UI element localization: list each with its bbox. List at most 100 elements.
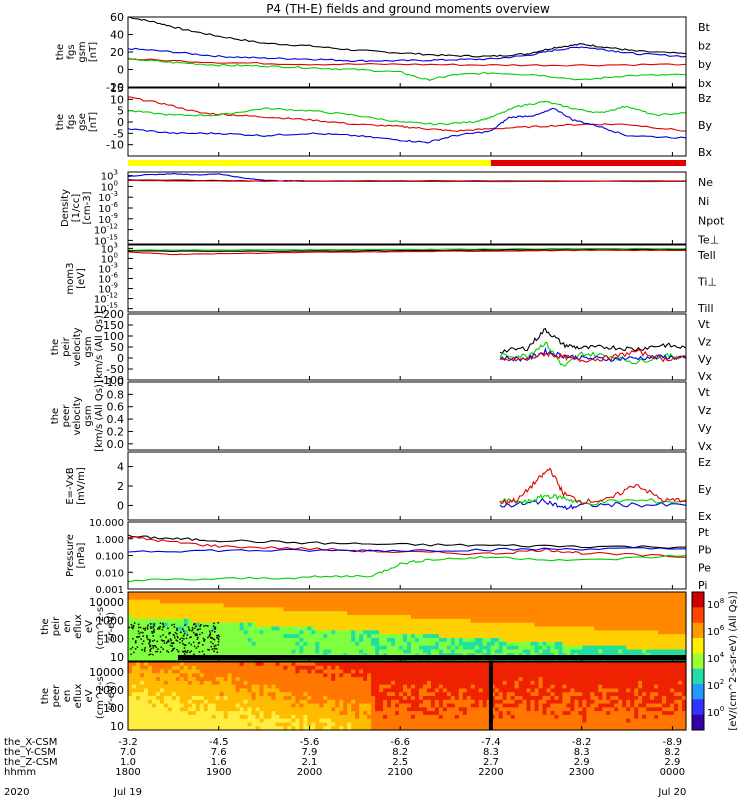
spectrogram-cell: [199, 611, 205, 616]
spectrogram-cell: [255, 714, 261, 720]
spectrogram-cell: [446, 696, 452, 701]
series-line-bx: [127, 46, 687, 63]
spectrogram-cell: [171, 649, 177, 654]
spectrogram-cell: [502, 680, 508, 686]
spectrogram-cell: [438, 718, 444, 724]
spectrogram-gap: [201, 650, 204, 653]
spectrogram-gap: [196, 634, 198, 637]
spectrogram-cell: [438, 611, 444, 616]
spectrogram-gap: [151, 632, 154, 634]
spectrogram-cell: [422, 669, 428, 674]
spectrogram-cell: [594, 618, 599, 624]
spectrogram-cell: [339, 726, 344, 731]
spectrogram-cell: [442, 645, 448, 651]
spectrogram-cell: [275, 677, 281, 682]
spectrogram-cell: [155, 684, 161, 690]
spectrogram-cell: [331, 684, 336, 690]
spectrogram-cell: [458, 703, 464, 708]
spectrogram-cell: [183, 622, 189, 628]
spectrogram-gap: [191, 629, 193, 632]
legend-entry: Pt: [698, 526, 710, 539]
spectrogram-cell: [662, 611, 667, 616]
spectrogram-cell: [227, 673, 233, 678]
spectrogram-cell: [259, 634, 265, 639]
spectrogram-cell: [478, 703, 484, 708]
spectrogram-cell: [128, 688, 133, 693]
spectrogram-gap: [176, 627, 178, 630]
spectrogram-cell: [155, 634, 161, 639]
spectrogram-gap: [157, 626, 160, 629]
spectrogram-cell: [215, 680, 221, 686]
spectrogram-cell: [642, 592, 647, 597]
spectrogram-cell: [299, 707, 304, 712]
spectrogram-cell: [426, 607, 432, 612]
spectrogram-cell: [367, 599, 372, 605]
spectrogram-cell: [514, 622, 520, 628]
spectrogram-cell: [128, 680, 133, 686]
spectrogram-cell: [618, 595, 623, 601]
spectrogram-cell: [410, 630, 416, 635]
spectrogram-cell: [275, 726, 281, 731]
spectrogram-cell: [470, 699, 476, 705]
spectrogram-cell: [291, 638, 296, 643]
spectrogram-cell: [335, 638, 340, 643]
spectrogram-cell: [558, 677, 564, 682]
spectrogram-cell: [128, 622, 133, 628]
spectrogram-gap: [213, 650, 215, 653]
spectrogram-gap: [149, 650, 152, 652]
spectrogram-cell: [191, 722, 197, 727]
spectrogram-cell: [546, 699, 552, 705]
spectrogram-cell: [514, 707, 520, 712]
spectrogram-cell: [678, 603, 683, 608]
spectrogram-cell: [478, 634, 484, 639]
spectrogram-cell: [211, 595, 217, 601]
spectrogram-cell: [666, 626, 671, 631]
spectrogram-cell: [367, 645, 372, 651]
spectrogram-cell: [466, 662, 472, 667]
spectrogram-cell: [239, 718, 245, 724]
spectrogram-cell: [566, 630, 572, 635]
spectrogram-cell: [602, 599, 607, 605]
spectrogram-cell: [215, 726, 221, 731]
spectrogram-cell: [422, 592, 428, 597]
spectrogram-cell: [522, 714, 528, 720]
spectrogram-cell: [550, 638, 556, 643]
spectrogram-cell: [638, 592, 643, 597]
spectrogram-cell: [498, 665, 504, 671]
spectrogram-cell: [482, 703, 488, 708]
spectrogram-cell: [622, 615, 627, 620]
spectrogram-gap: [213, 631, 216, 633]
spectrogram-cell: [678, 638, 683, 643]
spectrogram-cell: [554, 603, 560, 608]
spectrogram-cell: [243, 638, 249, 643]
spectrogram-cell: [227, 718, 233, 724]
spectrogram-cell: [219, 641, 225, 647]
spectrogram-cell: [135, 673, 141, 678]
spectrogram-cell: [442, 688, 448, 693]
spectrogram-cell: [674, 649, 679, 654]
spectrogram-cell: [239, 595, 245, 601]
spectrogram-cell: [474, 618, 480, 624]
spectrogram-cell: [410, 680, 416, 686]
spectrogram-cell: [219, 595, 225, 601]
spectrogram-cell: [227, 669, 233, 674]
spectrogram-cell: [359, 634, 364, 639]
spectrogram-cell: [319, 718, 324, 724]
spectrogram-cell: [259, 615, 265, 620]
spectrogram-cell: [311, 607, 316, 612]
spectrogram-cell: [323, 649, 328, 654]
spectrogram-cell: [283, 641, 289, 647]
spectrogram-cell: [407, 615, 412, 620]
spectrogram-cell: [331, 699, 336, 705]
spectrogram-cell: [183, 592, 189, 597]
spectrogram-cell: [606, 630, 611, 635]
spectrogram-cell: [574, 638, 579, 643]
spectrogram-cell: [319, 603, 324, 608]
y-tick-label: 0.8: [107, 388, 125, 401]
spectrogram-cell: [291, 599, 296, 605]
spectrogram-cell: [271, 649, 277, 654]
spectrogram-cell: [610, 615, 615, 620]
spectrogram-cell: [554, 599, 560, 605]
spectrogram-cell: [399, 603, 404, 608]
